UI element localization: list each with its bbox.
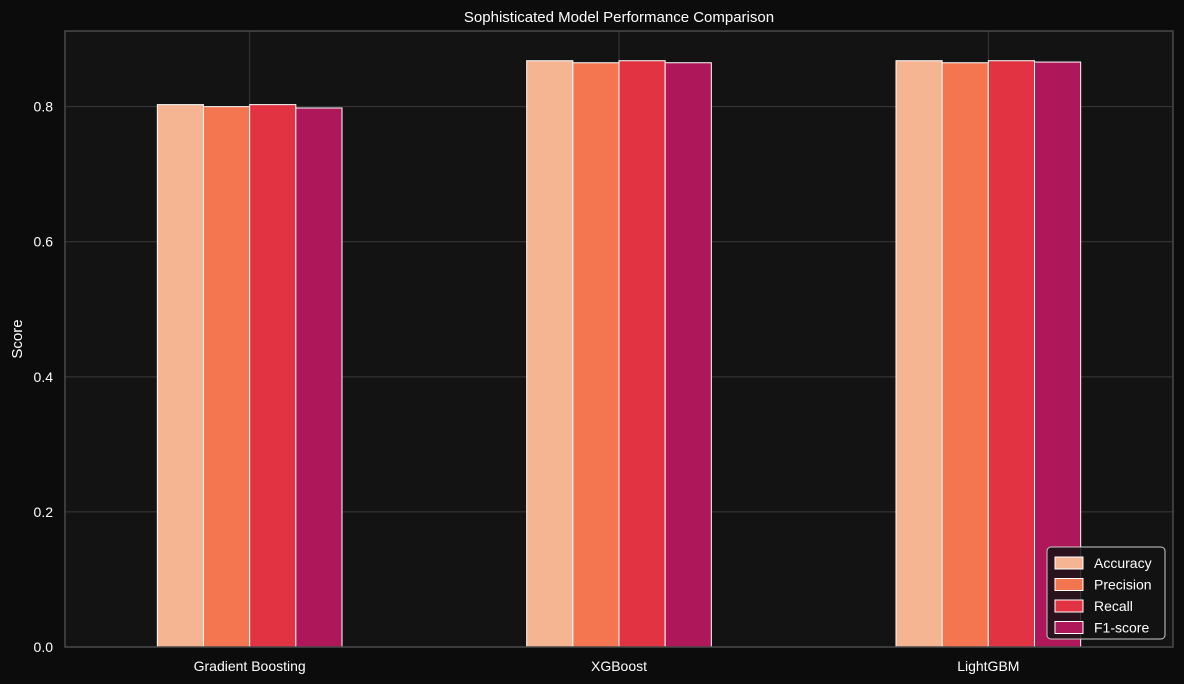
y-tick-label: 0.2 (34, 504, 54, 520)
bar-f1-score-xgboost (664, 62, 712, 648)
y-axis: 0.0 0.2 0.4 0.6 0.8 (34, 99, 54, 655)
legend-label: Recall (1094, 598, 1133, 614)
legend-swatch (1054, 621, 1084, 634)
legend-label: Precision (1094, 577, 1152, 593)
y-tick-label: 0.4 (34, 369, 54, 385)
x-tick-label: XGBoost (591, 658, 647, 674)
legend-swatch (1054, 599, 1084, 613)
x-tick-label: Gradient Boosting (194, 658, 306, 674)
bar-recall-xgboost (618, 60, 666, 648)
x-tick-label: LightGBM (957, 658, 1019, 674)
y-tick-label: 0.8 (34, 99, 54, 115)
x-axis: Gradient Boosting XGBoost LightGBM (194, 658, 1020, 674)
bar-recall-lightgbm (987, 60, 1035, 648)
axes-frame (64, 30, 1174, 648)
bar-recall-gradient-boosting (249, 104, 297, 648)
y-axis-label: Score (9, 319, 26, 358)
legend-swatch (1054, 578, 1084, 591)
bars (156, 60, 1082, 648)
bar-accuracy-lightgbm (895, 60, 943, 648)
y-tick-label: 0.6 (34, 234, 54, 250)
bar-accuracy-gradient-boosting (156, 104, 204, 648)
bar-precision-xgboost (572, 62, 620, 648)
y-tick-label: 0.0 (34, 639, 54, 655)
legend-label: F1-score (1094, 620, 1149, 636)
legend-box (1046, 546, 1166, 640)
bar-precision-lightgbm (941, 62, 989, 648)
bar-f1-score-gradient-boosting (295, 107, 343, 648)
legend-label: Accuracy (1094, 555, 1152, 571)
legend: Accuracy Precision Recall F1-score (1046, 546, 1166, 640)
bar-accuracy-xgboost (526, 60, 574, 648)
legend-swatch (1054, 556, 1084, 570)
chart-title: Sophisticated Model Performance Comparis… (464, 9, 774, 26)
bar-precision-gradient-boosting (203, 106, 251, 648)
